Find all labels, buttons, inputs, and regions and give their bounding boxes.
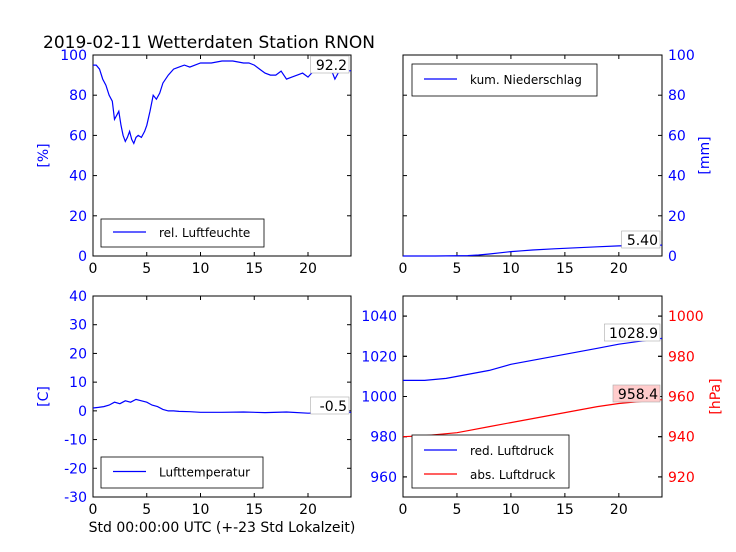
y-tick-label: 1000	[361, 390, 397, 406]
x-tick-label: 20	[610, 261, 628, 277]
x-tick-label: 0	[399, 261, 408, 277]
y-tick-label: 100	[60, 48, 87, 64]
x-tick-label: 5	[452, 502, 461, 518]
y-tick-label: 980	[668, 349, 695, 365]
pressure-legend-box	[411, 434, 570, 489]
y-tick-label: -30	[64, 490, 87, 506]
x-tick-label: 0	[89, 502, 98, 518]
last-value-box	[310, 396, 350, 415]
temperature-axes-frame	[92, 295, 352, 498]
y-tick-label: 20	[69, 346, 87, 362]
x-tick-label: 5	[142, 502, 151, 518]
pressure-right-y-axis-label: [hPa]	[708, 378, 724, 414]
last-value-label: -0.5	[320, 399, 347, 415]
last-value-label: 5.40	[627, 233, 658, 249]
x-tick-label: 0	[89, 261, 98, 277]
last-value-box	[612, 384, 661, 403]
y-tick-label: 0	[668, 249, 677, 265]
x-tick-label: 10	[502, 502, 520, 518]
x-tick-label: 15	[245, 261, 263, 277]
y-tick-label: 920	[668, 470, 695, 486]
y-tick-label: 10	[69, 375, 87, 391]
pressure-series-line	[402, 399, 663, 438]
y-tick-label: 30	[69, 318, 87, 334]
x-tick-label: 15	[556, 502, 574, 518]
temperature-legend-box	[100, 456, 264, 489]
x-tick-label: 10	[502, 261, 520, 277]
precipitation-legend-box	[411, 63, 598, 97]
y-tick-label: -10	[64, 433, 87, 449]
y-tick-label: 940	[668, 430, 695, 446]
y-tick-label: 40	[69, 289, 87, 305]
pressure-panel: 0 5 10 15 20 960 980 1000 1020 1040 920 940 960 980 10…	[361, 295, 724, 518]
y-tick-label: 980	[370, 430, 397, 446]
x-tick-label: 20	[299, 261, 317, 277]
y-tick-label: 0	[78, 249, 87, 265]
last-value-box	[621, 230, 661, 249]
x-tick-label: 15	[556, 261, 574, 277]
last-value-box	[310, 55, 350, 74]
legend-label: rel. Luftfeuchte	[159, 226, 250, 240]
y-tick-label: 40	[69, 169, 87, 185]
y-tick-label: 0	[78, 404, 87, 420]
y-tick-label: 60	[668, 128, 686, 144]
x-tick-label: 15	[245, 502, 263, 518]
y-tick-label: 1020	[361, 349, 397, 365]
y-tick-label: 60	[69, 128, 87, 144]
legend-label: abs. Luftdruck	[470, 468, 555, 482]
humidity-series-line	[93, 60, 352, 145]
precipitation-axes-frame	[402, 54, 663, 257]
x-tick-label: 0	[399, 502, 408, 518]
y-tick-label: 1040	[361, 309, 397, 325]
last-value-label: 958.4	[618, 387, 658, 403]
x-tick-label: 10	[192, 261, 210, 277]
y-tick-label: 80	[668, 88, 686, 104]
x-tick-label: 10	[192, 502, 210, 518]
last-value-label: 92.2	[316, 58, 347, 74]
last-value-label: 1028.9	[609, 326, 658, 342]
humidity-y-axis-label: [%]	[36, 143, 52, 167]
figure-title: 2019-02-11 Wetterdaten Station RNON	[43, 33, 375, 53]
x-tick-label: 5	[142, 261, 151, 277]
humidity-legend-box	[100, 218, 265, 248]
y-tick-label: 100	[668, 48, 695, 64]
humidity-axes-frame	[92, 54, 352, 257]
y-tick-label: 20	[69, 209, 87, 225]
y-tick-label: 40	[668, 169, 686, 185]
x-tick-label: 5	[452, 261, 461, 277]
temperature-panel: 0 5 10 15 20 -30 -20 -10 0 10 20 30 40 [C] -0.5 Lufttem…	[36, 289, 352, 518]
legend-label: red. Luftdruck	[470, 444, 554, 458]
precipitation-y-axis-label: [mm]	[697, 136, 713, 174]
y-tick-label: 80	[69, 88, 87, 104]
y-tick-label: 20	[668, 209, 686, 225]
precipitation-panel: 0 5 10 15 20 0 20 40 60 80 100 [mm] 5.40 kum. Nieders…	[399, 48, 713, 277]
humidity-panel: 0 5 10 15 20 0 20 40 60 80 100 [%] 92.2 rel. Luftfeuc…	[36, 48, 352, 277]
x-axis-label: Std 00:00:00 UTC (+-23 Std Lokalzeit)	[89, 520, 356, 536]
y-tick-label: -20	[64, 461, 87, 477]
y-tick-label: 960	[370, 470, 397, 486]
precipitation-series-line	[403, 244, 663, 257]
y-tick-label: 960	[668, 390, 695, 406]
legend-label: kum. Niederschlag	[470, 73, 582, 87]
temperature-y-axis-label: [C]	[36, 386, 52, 407]
x-tick-label: 20	[610, 502, 628, 518]
y-tick-label: 1000	[668, 309, 704, 325]
x-tick-label: 20	[299, 502, 317, 518]
pressure-series-line	[403, 337, 663, 381]
temperature-series-line	[92, 398, 352, 414]
last-value-box	[604, 323, 661, 342]
legend-label: Lufttemperatur	[159, 466, 250, 480]
